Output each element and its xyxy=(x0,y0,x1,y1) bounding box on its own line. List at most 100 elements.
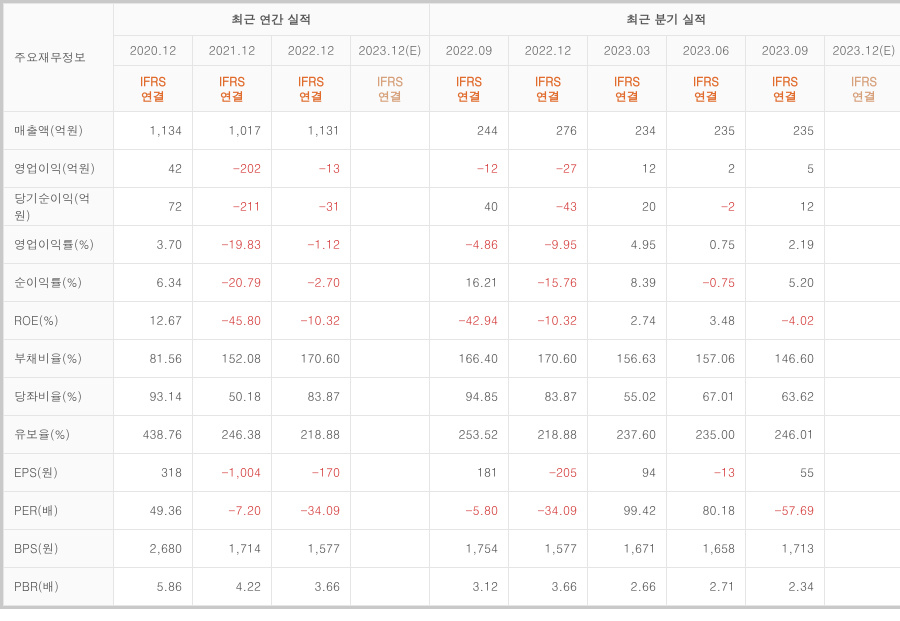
cell-value: -170 xyxy=(272,454,351,492)
table-row: 매출액(억원)1,1341,0171,131244276234235235 xyxy=(4,112,900,150)
cell-value: 94.85 xyxy=(430,378,509,416)
row-label: PER(배) xyxy=(4,492,114,530)
cell-value: 3.66 xyxy=(509,568,588,606)
cell-value: 244 xyxy=(430,112,509,150)
cell-value: -2 xyxy=(667,188,746,226)
cell-value: 1,134 xyxy=(114,112,193,150)
cell-value: 1,577 xyxy=(272,530,351,568)
cell-value: 8.39 xyxy=(588,264,667,302)
cell-value: 1,713 xyxy=(746,530,825,568)
cell-value: -5.80 xyxy=(430,492,509,530)
cell-value: -205 xyxy=(509,454,588,492)
cell-value: 42 xyxy=(114,150,193,188)
col-ifrs: IFRS연결 xyxy=(272,66,351,112)
table-row: EPS(원)318-1,004-170181-20594-1355 xyxy=(4,454,900,492)
table-row: BPS(원)2,6801,7141,5771,7541,5771,6711,65… xyxy=(4,530,900,568)
cell-value: -202 xyxy=(193,150,272,188)
row-label: ROE(%) xyxy=(4,302,114,340)
cell-value: 99.42 xyxy=(588,492,667,530)
group-header-quarterly: 최근 분기 실적 xyxy=(430,4,900,36)
col-date: 2023.12(E) xyxy=(825,36,900,66)
cell-value: -7.20 xyxy=(193,492,272,530)
cell-value: 2.34 xyxy=(746,568,825,606)
col-date: 2022.09 xyxy=(430,36,509,66)
cell-value: 55.02 xyxy=(588,378,667,416)
cell-value: 1,131 xyxy=(272,112,351,150)
cell-value: -45.80 xyxy=(193,302,272,340)
cell-value: 63.62 xyxy=(746,378,825,416)
cell-value: -13 xyxy=(667,454,746,492)
table-row: 영업이익(억원)42-202-13-12-271225 xyxy=(4,150,900,188)
row-label: 부채비율(%) xyxy=(4,340,114,378)
col-date: 2020.12 xyxy=(114,36,193,66)
cell-value: 4.22 xyxy=(193,568,272,606)
row-label: 순이익률(%) xyxy=(4,264,114,302)
col-date: 2022.12 xyxy=(509,36,588,66)
cell-value: 166.40 xyxy=(430,340,509,378)
cell-value: 181 xyxy=(430,454,509,492)
cell-value: 2.74 xyxy=(588,302,667,340)
cell-value: 218.88 xyxy=(509,416,588,454)
cell-value xyxy=(351,530,430,568)
row-label: 영업이익(억원) xyxy=(4,150,114,188)
col-date: 2023.06 xyxy=(667,36,746,66)
cell-value: 1,577 xyxy=(509,530,588,568)
financial-table-container: 주요재무정보 최근 연간 실적 최근 분기 실적 2020.122021.122… xyxy=(0,0,900,609)
cell-value xyxy=(351,568,430,606)
table-row: 영업이익률(%)3.70-19.83-1.12-4.86-9.954.950.7… xyxy=(4,226,900,264)
cell-value xyxy=(825,378,900,416)
cell-value: 146.60 xyxy=(746,340,825,378)
cell-value: 0.75 xyxy=(667,226,746,264)
row-label: 당좌비율(%) xyxy=(4,378,114,416)
col-ifrs: IFRS연결 xyxy=(746,66,825,112)
corner-header: 주요재무정보 xyxy=(4,4,114,112)
cell-value xyxy=(351,188,430,226)
cell-value xyxy=(825,264,900,302)
cell-value: 1,671 xyxy=(588,530,667,568)
cell-value: -15.76 xyxy=(509,264,588,302)
table-row: PBR(배)5.864.223.663.123.662.662.712.34 xyxy=(4,568,900,606)
cell-value: 12 xyxy=(746,188,825,226)
cell-value: -1.12 xyxy=(272,226,351,264)
col-date: 2023.12(E) xyxy=(351,36,430,66)
cell-value: 80.18 xyxy=(667,492,746,530)
table-row: 유보율(%)438.76246.38218.88253.52218.88237.… xyxy=(4,416,900,454)
cell-value xyxy=(351,378,430,416)
row-label: 유보율(%) xyxy=(4,416,114,454)
cell-value: 83.87 xyxy=(509,378,588,416)
col-ifrs: IFRS연결 xyxy=(509,66,588,112)
cell-value xyxy=(825,302,900,340)
cell-value xyxy=(825,340,900,378)
col-date: 2023.03 xyxy=(588,36,667,66)
cell-value: 5.86 xyxy=(114,568,193,606)
cell-value: 67.01 xyxy=(667,378,746,416)
cell-value: 218.88 xyxy=(272,416,351,454)
col-ifrs: IFRS연결 xyxy=(825,66,900,112)
col-ifrs: IFRS연결 xyxy=(351,66,430,112)
cell-value: -34.09 xyxy=(272,492,351,530)
cell-value: -12 xyxy=(430,150,509,188)
cell-value: 170.60 xyxy=(509,340,588,378)
cell-value: 5.20 xyxy=(746,264,825,302)
cell-value xyxy=(825,454,900,492)
cell-value: 235 xyxy=(667,112,746,150)
cell-value: -4.86 xyxy=(430,226,509,264)
cell-value: -43 xyxy=(509,188,588,226)
cell-value: 3.70 xyxy=(114,226,193,264)
cell-value: -0.75 xyxy=(667,264,746,302)
table-row: 부채비율(%)81.56152.08170.60166.40170.60156.… xyxy=(4,340,900,378)
cell-value xyxy=(825,188,900,226)
cell-value xyxy=(825,530,900,568)
cell-value: 1,658 xyxy=(667,530,746,568)
cell-value: 93.14 xyxy=(114,378,193,416)
cell-value: 246.38 xyxy=(193,416,272,454)
cell-value: 49.36 xyxy=(114,492,193,530)
table-head: 주요재무정보 최근 연간 실적 최근 분기 실적 2020.122021.122… xyxy=(4,4,900,112)
cell-value: 16.21 xyxy=(430,264,509,302)
cell-value xyxy=(351,492,430,530)
cell-value: 157.06 xyxy=(667,340,746,378)
cell-value: 81.56 xyxy=(114,340,193,378)
cell-value: -4.02 xyxy=(746,302,825,340)
cell-value: 237.60 xyxy=(588,416,667,454)
table-row: 당좌비율(%)93.1450.1883.8794.8583.8755.0267.… xyxy=(4,378,900,416)
